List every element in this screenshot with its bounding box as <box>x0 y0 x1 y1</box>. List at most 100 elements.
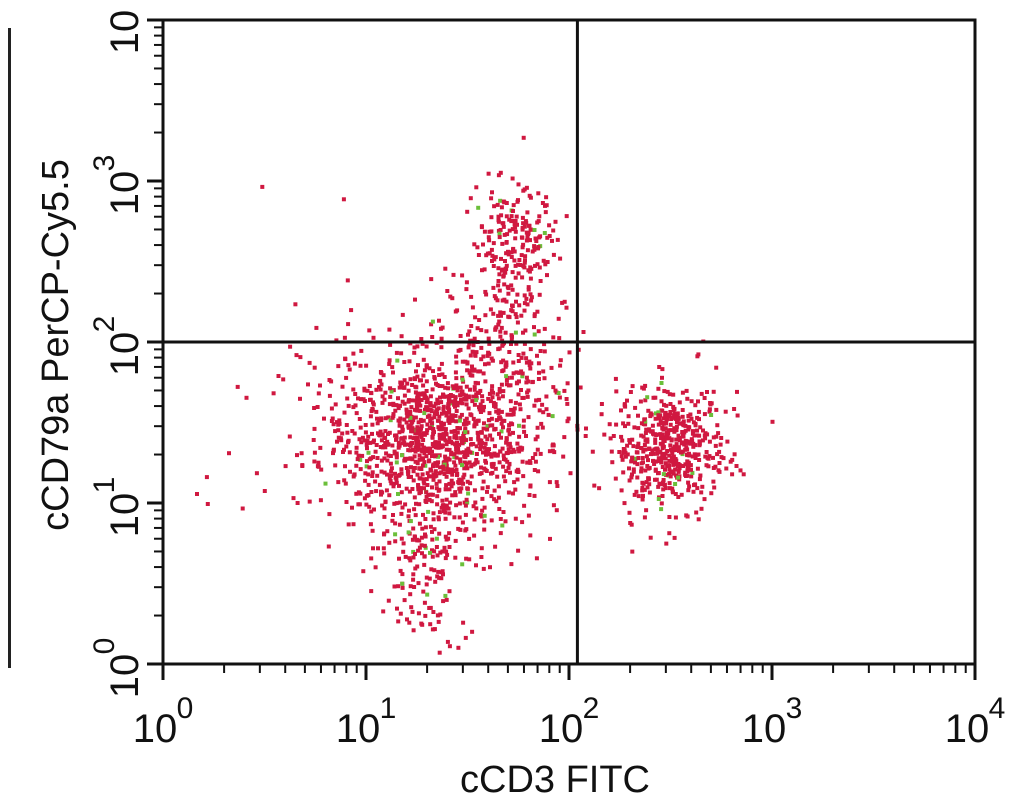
data-point <box>521 474 526 479</box>
data-point <box>439 505 444 510</box>
data-point <box>351 522 356 527</box>
data-point <box>458 334 463 338</box>
data-point <box>421 357 426 362</box>
data-point <box>656 471 660 476</box>
data-point <box>526 223 531 228</box>
data-point <box>387 327 392 332</box>
data-point <box>463 503 468 508</box>
data-point <box>468 481 473 486</box>
data-point <box>459 486 464 491</box>
data-point <box>469 464 474 469</box>
data-point <box>738 468 743 473</box>
data-point <box>345 396 350 401</box>
data-point <box>337 418 342 423</box>
data-point <box>444 549 449 554</box>
data-point <box>496 322 501 327</box>
data-point <box>412 376 417 381</box>
data-point <box>507 217 512 222</box>
data-point <box>445 381 450 386</box>
data-point <box>451 386 456 390</box>
data-point <box>490 395 495 400</box>
data-point <box>452 455 457 460</box>
data-point <box>409 421 414 426</box>
data-point <box>504 451 509 456</box>
data-point <box>493 296 498 301</box>
data-point <box>439 411 444 416</box>
data-point <box>430 554 435 559</box>
data-point <box>662 402 666 407</box>
data-point <box>680 390 685 395</box>
data-point <box>390 365 395 370</box>
data-point <box>685 469 690 474</box>
data-point <box>349 308 354 313</box>
data-point <box>491 464 496 469</box>
data-point <box>514 370 519 375</box>
data-point <box>410 457 415 462</box>
data-point <box>643 468 648 473</box>
data-point <box>523 258 527 263</box>
data-point <box>405 381 410 386</box>
data-point <box>440 372 445 377</box>
data-point <box>545 235 550 240</box>
data-point <box>393 539 398 544</box>
data-point <box>368 440 373 445</box>
data-point <box>470 305 475 310</box>
data-point <box>369 456 374 461</box>
data-point <box>438 465 443 470</box>
data-point <box>701 428 705 433</box>
data-point <box>509 283 514 288</box>
data-point <box>497 319 502 324</box>
data-point <box>417 545 422 550</box>
data-point <box>709 401 714 406</box>
data-point <box>472 488 477 493</box>
data-point <box>428 403 433 408</box>
data-point <box>430 529 434 534</box>
data-point <box>343 464 347 469</box>
data-point <box>461 422 466 427</box>
data-point <box>399 334 404 339</box>
data-point <box>443 516 448 521</box>
y-axis-title: cCD79a PerCP-Cy5.5 <box>35 159 77 531</box>
data-point <box>705 455 710 460</box>
data-point <box>536 245 541 249</box>
data-point <box>493 426 498 431</box>
data-point <box>329 379 334 384</box>
data-point <box>449 429 454 434</box>
data-point <box>647 490 652 495</box>
data-point <box>493 255 498 260</box>
data-point <box>492 257 497 262</box>
data-point <box>555 484 560 488</box>
data-point <box>444 597 449 602</box>
data-point <box>358 457 363 462</box>
data-point <box>671 408 676 412</box>
data-point <box>515 199 520 204</box>
data-point <box>516 353 521 357</box>
data-point <box>667 414 672 419</box>
data-point <box>422 411 427 416</box>
data-point <box>627 466 631 471</box>
data-point <box>428 524 433 529</box>
data-point <box>658 432 663 437</box>
data-point <box>357 502 362 507</box>
data-point <box>472 423 477 428</box>
data-point <box>450 441 455 446</box>
data-point <box>536 469 541 474</box>
data-point <box>627 478 632 483</box>
data-point <box>672 426 677 431</box>
data-point <box>418 408 423 413</box>
data-point <box>508 470 512 475</box>
data-point <box>423 463 428 468</box>
data-point <box>440 549 445 554</box>
data-point <box>497 231 502 236</box>
data-point <box>558 363 563 368</box>
data-point <box>416 396 421 401</box>
data-point <box>525 394 530 399</box>
data-point <box>511 491 515 496</box>
data-point <box>422 451 427 456</box>
data-point <box>483 441 488 446</box>
data-point <box>415 425 420 430</box>
data-point <box>522 341 527 346</box>
data-point <box>676 415 681 420</box>
data-point <box>442 462 447 467</box>
data-point <box>621 470 626 475</box>
